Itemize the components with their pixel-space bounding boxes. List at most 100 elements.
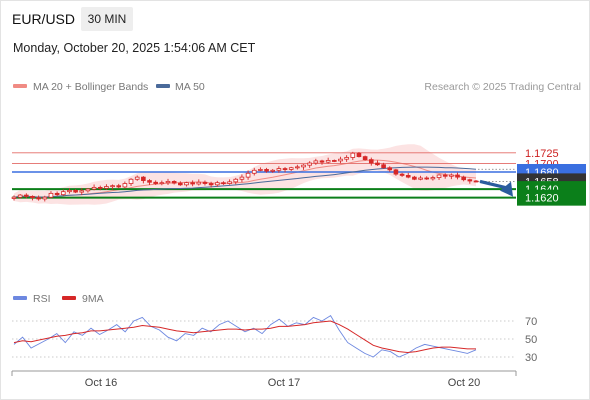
rsi-tick-30: 30 <box>525 352 537 364</box>
candle <box>110 184 115 190</box>
legend-ma50-swatch <box>156 84 170 88</box>
symbol-title: EUR/USD <box>12 11 76 27</box>
candle <box>368 157 374 166</box>
candle-body <box>418 177 423 180</box>
candle-body <box>116 185 122 188</box>
candle <box>30 195 35 201</box>
candle <box>270 168 276 173</box>
candle-body <box>208 183 214 186</box>
candle-body <box>430 177 436 180</box>
candle-body <box>67 189 72 193</box>
candle-body <box>190 182 195 185</box>
candle <box>24 193 29 199</box>
candle <box>338 156 343 164</box>
candle-body <box>461 176 466 181</box>
candles <box>11 151 479 202</box>
legend-bollinger-swatch <box>13 84 27 88</box>
candle-body <box>301 164 306 168</box>
moving-averages <box>13 166 477 198</box>
timeframe-badge[interactable]: 30 MIN <box>81 7 133 31</box>
candle-body <box>97 186 103 189</box>
candle <box>227 179 232 185</box>
candle <box>97 185 103 191</box>
candle-body <box>282 168 288 170</box>
candle-body <box>60 191 66 196</box>
rsi-tick-50: 50 <box>525 334 537 346</box>
support-tag-1.1620 <box>517 189 586 206</box>
candle-body <box>405 175 411 178</box>
candle-body <box>424 177 430 180</box>
candle <box>325 157 331 164</box>
candle <box>356 151 362 158</box>
candle <box>67 188 72 194</box>
legend-rsi-swatch <box>13 296 27 300</box>
candle <box>60 189 66 196</box>
candle-body <box>344 157 349 160</box>
candle-body <box>171 181 177 184</box>
candle-body <box>442 174 448 177</box>
candle <box>430 175 436 181</box>
candle <box>405 172 411 179</box>
candle <box>399 172 405 177</box>
candle <box>473 179 479 183</box>
candle-body <box>412 176 417 180</box>
legend-ma50-label: MA 50 <box>175 81 205 93</box>
candle <box>467 178 473 184</box>
candle <box>48 191 54 199</box>
candle-body <box>227 181 232 184</box>
candle-body <box>307 162 312 166</box>
candle-body <box>221 182 226 185</box>
candle <box>196 179 202 186</box>
candle <box>54 191 60 197</box>
candle-body <box>141 176 146 181</box>
candle-body <box>239 176 245 180</box>
candle-body <box>153 181 158 184</box>
price-levels <box>12 152 516 199</box>
time-axis-label: Oct 20 <box>448 377 480 389</box>
rsi-ma-line <box>13 320 476 354</box>
rsi-tick-70: 70 <box>525 316 537 328</box>
candle-body <box>36 197 41 200</box>
candle-body <box>288 167 294 170</box>
candle <box>344 155 349 162</box>
bollinger-band-fill <box>14 144 476 205</box>
forecast-arrow-head <box>500 181 513 197</box>
candle-body <box>73 189 78 193</box>
candle <box>381 162 386 169</box>
legend-rsi-label: RSI <box>33 293 51 305</box>
legend-rsi-ma-swatch <box>62 296 76 300</box>
candle <box>313 158 319 165</box>
candle-body <box>387 167 393 171</box>
candle <box>264 167 269 173</box>
candle <box>147 179 152 186</box>
candle <box>79 187 85 196</box>
candle-body <box>473 180 479 183</box>
candle <box>178 181 183 186</box>
candle <box>393 168 399 176</box>
candle-body <box>104 186 109 189</box>
candle-body <box>54 192 60 196</box>
candle <box>245 170 251 180</box>
candle <box>134 175 140 181</box>
candle <box>455 172 460 180</box>
candle <box>412 175 417 181</box>
forecast-arrow-layer <box>479 179 513 197</box>
candle <box>190 180 195 187</box>
candle <box>122 181 128 189</box>
candle-body <box>91 186 97 190</box>
candle <box>17 193 23 199</box>
candle-body <box>17 194 23 198</box>
datetime-label: Monday, October 20, 2025 1:54:06 AM CET <box>13 41 256 55</box>
legend-bollinger-label: MA 20 + Bollinger Bands <box>33 81 148 93</box>
candle <box>436 174 442 181</box>
candle <box>332 159 337 163</box>
candle <box>282 167 288 173</box>
credit-label: Research © 2025 Trading Central <box>424 81 581 93</box>
candle-body <box>159 182 165 185</box>
candle-body <box>165 181 171 184</box>
candle-body <box>356 152 362 158</box>
candle <box>233 177 239 185</box>
candle <box>165 178 171 185</box>
